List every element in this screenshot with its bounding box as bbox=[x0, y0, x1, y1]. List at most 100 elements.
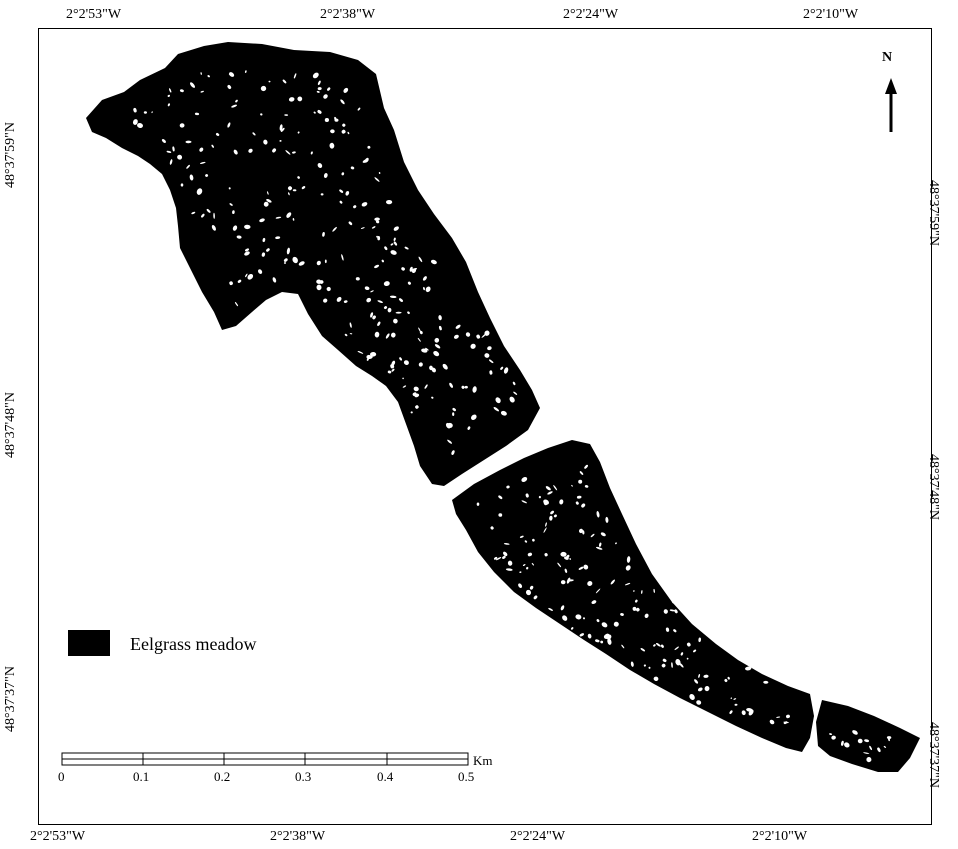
meadow-gap bbox=[655, 642, 661, 647]
meadow-gap bbox=[360, 227, 365, 230]
meadow-gap bbox=[196, 188, 203, 195]
meadow-gap bbox=[562, 615, 568, 621]
meadow-gap bbox=[505, 568, 513, 571]
meadow-gap bbox=[383, 281, 390, 287]
meadow-gap bbox=[364, 286, 370, 291]
meadow-gap bbox=[370, 290, 374, 293]
meadow-gap bbox=[341, 172, 345, 176]
meadow-gap bbox=[425, 286, 431, 293]
meadow-gap bbox=[564, 556, 569, 560]
meadow-gap bbox=[529, 585, 534, 590]
meadow-gap bbox=[553, 484, 558, 491]
meadow-gap bbox=[503, 551, 508, 557]
meadow-gap bbox=[349, 322, 352, 328]
meadow-gap bbox=[487, 346, 492, 351]
meadow-gap bbox=[169, 159, 173, 165]
meadow-gap bbox=[605, 516, 609, 523]
meadow-gap bbox=[417, 337, 421, 342]
meadow-gap bbox=[370, 351, 377, 357]
meadow-gap bbox=[334, 116, 337, 122]
meadow-gap bbox=[316, 260, 321, 266]
meadow-gap bbox=[229, 281, 233, 286]
meadow-gap bbox=[434, 337, 440, 343]
meadow-gap bbox=[564, 568, 568, 573]
meadow-gap bbox=[329, 142, 335, 149]
meadow-gap bbox=[327, 87, 331, 91]
meadow-gap bbox=[361, 202, 368, 207]
meadow-gap bbox=[498, 495, 503, 500]
meadow-gap bbox=[471, 414, 477, 421]
meadow-gap bbox=[404, 246, 409, 250]
meadow-gap bbox=[366, 355, 373, 360]
meadow-gap bbox=[621, 644, 625, 649]
meadow-gap bbox=[783, 721, 789, 724]
meadow-gap bbox=[841, 740, 844, 746]
meadow-gap bbox=[367, 145, 371, 149]
meadow-gap bbox=[748, 709, 754, 716]
meadow-gap bbox=[248, 148, 253, 153]
meadow-gap bbox=[189, 174, 194, 181]
north-arrow-icon bbox=[885, 78, 897, 132]
meadow-gap bbox=[671, 662, 673, 668]
meadow-gap bbox=[339, 189, 344, 193]
meadow-gap bbox=[866, 757, 872, 763]
meadow-gap bbox=[407, 311, 410, 315]
meadow-gap bbox=[410, 268, 417, 272]
meadow-gap bbox=[669, 609, 675, 612]
meadow-gap bbox=[310, 151, 313, 155]
meadow-gap bbox=[857, 738, 863, 744]
meadow-gap bbox=[596, 619, 600, 623]
meadow-gap bbox=[525, 589, 532, 596]
meadow-gap bbox=[330, 129, 335, 134]
meadow-gap bbox=[484, 353, 490, 358]
meadow-gap bbox=[279, 124, 283, 131]
bottom-coord-3: 2°2'24"W bbox=[510, 829, 566, 844]
north-label: N bbox=[882, 50, 893, 65]
meadow-gap bbox=[686, 642, 691, 647]
meadow-gap bbox=[615, 542, 617, 545]
scale-tick-1: 0.1 bbox=[133, 769, 150, 784]
meadow-gap bbox=[624, 582, 631, 586]
meadow-gap bbox=[560, 551, 567, 557]
meadow-gap bbox=[503, 367, 509, 374]
meadow-gap bbox=[543, 501, 548, 506]
meadow-gap bbox=[547, 491, 553, 495]
meadow-gap bbox=[557, 562, 562, 568]
meadow-gap bbox=[317, 87, 322, 91]
scale-tick-5: 0.5 bbox=[458, 769, 475, 784]
meadow-gap bbox=[167, 103, 171, 107]
meadow-gap bbox=[600, 532, 606, 537]
meadow-gap bbox=[324, 117, 329, 123]
meadow-gap bbox=[143, 111, 147, 114]
meadow-gap bbox=[620, 613, 624, 616]
meadow-gap bbox=[425, 347, 429, 351]
meadow-gap bbox=[279, 139, 282, 142]
meadow-gap bbox=[671, 599, 677, 604]
meadow-gap bbox=[587, 633, 592, 639]
meadow-gap bbox=[374, 177, 380, 182]
meadow-gap bbox=[418, 362, 423, 367]
meadow-gap bbox=[438, 315, 442, 321]
meadow-gap bbox=[244, 248, 250, 252]
meadow-gap bbox=[640, 648, 646, 652]
meadow-gap bbox=[292, 189, 297, 192]
meadow-gap bbox=[403, 360, 409, 365]
meadow-gap bbox=[579, 633, 585, 637]
meadow-gap bbox=[419, 330, 423, 335]
meadow-gap bbox=[727, 676, 730, 680]
meadow-gap bbox=[545, 486, 551, 491]
meadow-gap bbox=[191, 211, 196, 215]
meadow-gap bbox=[686, 657, 689, 660]
meadow-gap bbox=[317, 80, 321, 86]
meadow-gaps bbox=[132, 70, 892, 763]
meadow-gap bbox=[503, 543, 510, 545]
meadow-gap bbox=[342, 123, 346, 127]
meadow-gap bbox=[151, 111, 153, 114]
meadow-gap bbox=[507, 560, 513, 566]
meadow-gap bbox=[680, 652, 684, 656]
meadow-gap bbox=[268, 80, 271, 83]
meadow-gap bbox=[378, 172, 381, 174]
meadow-gap bbox=[484, 330, 490, 336]
meadow-gap bbox=[313, 111, 316, 114]
meadow-gap bbox=[377, 300, 383, 303]
